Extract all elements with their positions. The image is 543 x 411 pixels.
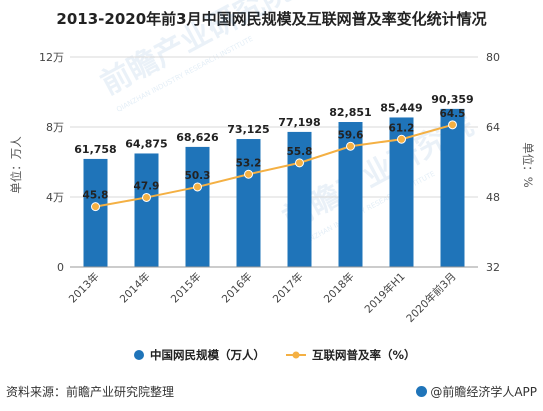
- bar: [185, 146, 210, 267]
- rate-value-label: 50.3: [185, 170, 211, 182]
- bar: [236, 139, 261, 267]
- y-left-tick-label: 8万: [46, 121, 64, 134]
- brand-logo-icon: [416, 386, 428, 397]
- bar-value-label: 61,758: [74, 143, 116, 156]
- y-left-tick-label: 12万: [39, 51, 64, 64]
- bar-value-label: 85,449: [380, 101, 422, 114]
- watermark-text: 前瞻产业研究院: [95, 0, 297, 102]
- y-right-axis-title: 单位：%: [521, 142, 535, 187]
- x-tick-label: 2017年: [270, 270, 306, 306]
- data-labels: 61,758 64,875 68,626 73,125 77,198 82,851 85,4…: [74, 93, 473, 202]
- rate-value-label: 47.9: [134, 180, 160, 192]
- x-tick-label: 2015年: [168, 270, 204, 306]
- y-right-tick-label: 64: [486, 121, 500, 134]
- footer: 资料来源：前瞻产业研究院整理 @前瞻经济学人APP: [6, 381, 537, 403]
- brand-credit-text: @前瞻经济学人APP: [430, 385, 537, 399]
- x-tick-label: 2018年: [321, 270, 357, 306]
- x-tick-label: 2020年前3月: [404, 270, 459, 325]
- rate-point: [448, 120, 457, 130]
- y-right-tick-label: 32: [486, 261, 500, 274]
- rate-value-label: 55.8: [287, 146, 313, 158]
- y-left-tick-label: 0: [57, 261, 64, 274]
- bar-value-label: 90,359: [431, 93, 473, 106]
- bar: [134, 153, 159, 267]
- rate-point: [91, 202, 100, 212]
- chart: 前瞻产业研究院 QIANZHAN INDUSTRY RESEARCH INSTI…: [9, 0, 535, 362]
- rate-point: [346, 141, 355, 151]
- page-title: 2013-2020年前3月中国网民规模及互联网普及率变化统计情况: [56, 10, 487, 28]
- rate-value-label: 53.2: [236, 157, 262, 169]
- bar: [440, 108, 465, 267]
- rate-point: [295, 158, 304, 168]
- rate-point: [244, 169, 253, 179]
- bar-series: [83, 108, 465, 268]
- rate-point: [193, 182, 202, 192]
- brand-credit: @前瞻经济学人APP: [416, 383, 537, 400]
- legend: 中国网民规模（万人） 互联网普及率（%）: [134, 348, 416, 362]
- legend-bar-marker: [134, 350, 144, 360]
- x-tick-label: 2013年: [66, 270, 102, 306]
- x-tick-label: 2019年H1: [362, 270, 408, 316]
- bar-value-label: 64,875: [125, 137, 167, 150]
- rate-value-label: 61.2: [389, 122, 415, 134]
- y-right-tick-label: 80: [486, 51, 500, 64]
- bar: [83, 158, 108, 267]
- bar-value-label: 82,851: [329, 106, 371, 119]
- y-left-tick-label: 4万: [46, 191, 64, 204]
- bar-value-label: 73,125: [227, 123, 269, 136]
- source-note: 资料来源：前瞻产业研究院整理: [6, 385, 175, 399]
- legend-bar-label: 中国网民规模（万人）: [150, 348, 265, 362]
- rate-value-label: 64.5: [440, 108, 466, 120]
- bar-value-label: 68,626: [176, 131, 219, 144]
- y-right-tick-label: 48: [486, 191, 500, 204]
- bar-value-label: 77,198: [278, 116, 320, 129]
- x-tick-label: 2016年: [219, 270, 255, 306]
- bar: [287, 131, 312, 267]
- legend-line-label: 互联网普及率（%）: [312, 348, 416, 362]
- rate-value-label: 59.6: [338, 129, 364, 141]
- x-tick-label: 2014年: [117, 270, 153, 306]
- rate-point: [397, 134, 406, 144]
- rate-line: [95, 123, 453, 208]
- legend-line-dot: [292, 351, 300, 359]
- y-left-axis-title: 单位：万人: [9, 136, 23, 194]
- rate-point: [142, 192, 151, 202]
- line-series: [91, 120, 457, 212]
- rate-value-label: 45.8: [83, 190, 109, 202]
